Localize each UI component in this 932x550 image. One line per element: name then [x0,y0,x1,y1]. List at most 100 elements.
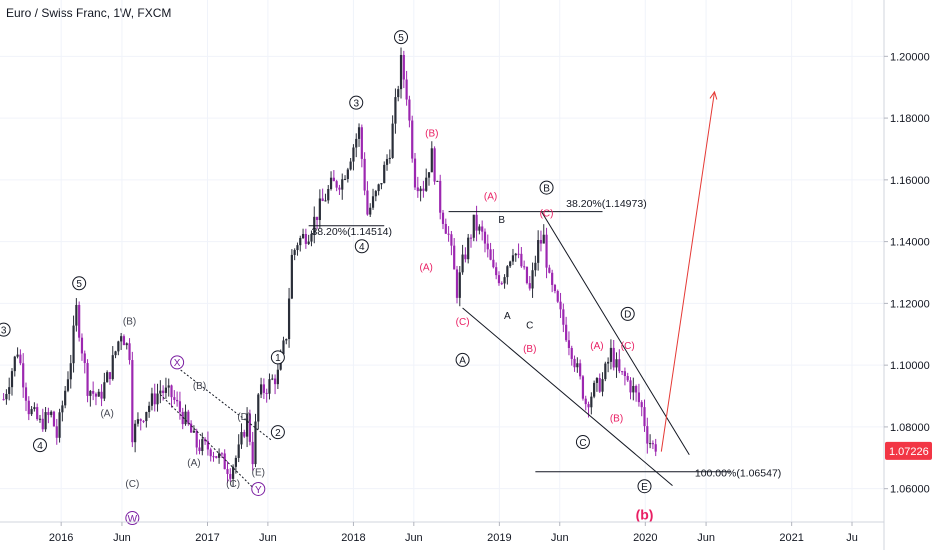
wave-label-circle [270,350,285,365]
candle-body [58,412,61,438]
candle-body [598,378,601,392]
candle-body [517,253,520,255]
wave-label-circle [0,322,11,337]
candle-body [156,393,159,405]
x-tick-label: Jun [697,532,715,544]
wave-label: (C) [456,317,470,328]
candle-body [576,363,579,368]
x-tick-label: 2020 [633,532,657,544]
candle-body [265,392,268,394]
candle-body [371,196,375,208]
candle-body [360,127,363,159]
trend-lines: 38.20%(1.14514) 38.20%(1.14973) 100.00%(1.… [159,90,781,491]
wave-labels: 3 5 4 (B) (A) (C) W X (B) (A) (C) (D) (E) Y 1 2 3 4 5 (B) (A… [0,30,654,526]
last-price-label: 1.07226 [889,446,929,458]
wave-label: (B) [523,344,536,355]
candle-body [637,392,641,403]
candle-body [458,272,461,298]
candle-body [2,399,5,401]
x-tick-label: 2021 [779,532,803,544]
candle-body [245,413,249,437]
candle-body [567,340,571,349]
candle-body [363,158,366,191]
dotted-channel-lower [159,394,256,491]
candle-body [377,184,380,192]
candle-body [290,254,293,299]
candle-body [509,261,512,267]
candle-body [248,413,251,442]
candle-body [343,178,347,180]
last-price-badge [885,441,932,460]
wave-label: B [543,183,550,194]
candle-body [220,453,223,455]
candle-body [162,390,165,393]
candle-body [397,89,400,98]
candle-body [635,385,638,393]
fib-label: 38.20%(1.14514) [311,226,392,238]
candle-body [111,355,114,380]
candle-body [19,354,22,364]
fib-label: 38.20%(1.14973) [566,198,647,210]
candle-body [30,409,33,415]
candle-body [131,360,134,443]
candle-body [545,234,548,268]
candle-body [61,405,64,413]
candle-body [408,99,411,121]
candle-body [626,376,629,381]
x-tick-label: 2019 [487,532,511,544]
candle-body [100,391,103,399]
candle-body [500,283,503,285]
candle-body [621,371,624,373]
candle-body [64,390,67,406]
wave-label-circle [251,481,266,496]
candle-body [259,384,263,395]
wave-label: (C) [226,479,240,490]
candle-body [103,382,106,399]
candle-body [548,267,551,273]
candle-body [537,240,540,263]
wave-label: A [459,356,466,367]
candle-body [475,214,478,231]
candle-body [413,158,417,188]
candle-body [433,148,436,182]
candle-body [218,453,221,458]
candle-body [520,253,523,267]
candle-body [366,190,369,215]
candle-body [257,394,260,422]
candle-body [38,418,42,420]
candle-body [139,419,142,421]
candle-body [44,412,47,430]
candle-body [66,379,70,391]
candle-body [321,198,324,201]
candle-body [380,183,383,185]
candle-body [223,453,226,470]
candle-body [198,447,201,452]
candle-body [447,233,450,235]
candle-body [646,426,649,444]
candle-body [651,443,655,445]
wave-label: A [504,311,511,322]
wave-label-bold: (b) [636,506,654,522]
candle-body [287,298,291,340]
candle-body [607,361,610,364]
candle-body [469,237,473,239]
candle-body [481,226,484,232]
candle-body [405,79,408,100]
candle-body [525,266,529,284]
wave-label: (D) [237,412,251,423]
candle-body [349,161,352,170]
y-tick-label: 1.12000 [890,298,930,310]
candle-body [565,324,568,341]
candle-body [75,304,78,326]
wave-label: W [128,514,138,525]
candle-body [94,393,98,397]
candle-body [92,390,95,394]
candle-body [422,188,425,191]
wave-label: C [526,321,533,332]
candlesticks [2,47,657,487]
wave-label: 5 [398,33,404,44]
candle-body [10,371,14,388]
wave-label: (C) [540,208,554,219]
y-tick-label: 1.10000 [890,360,930,372]
